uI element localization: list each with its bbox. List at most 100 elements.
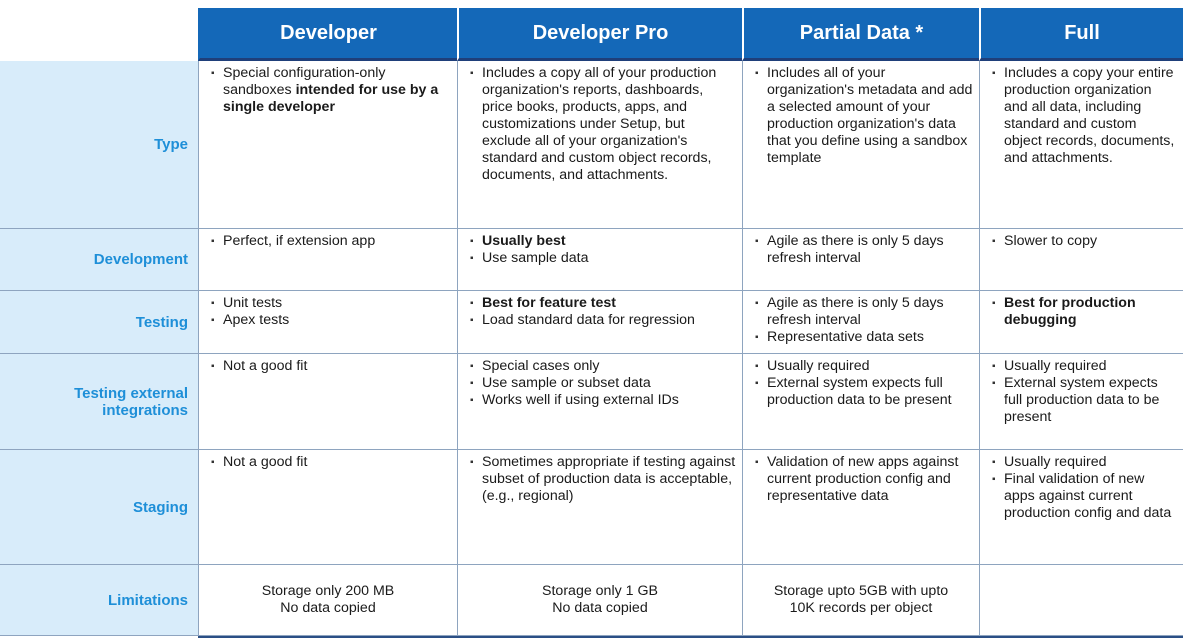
cell-testing-developer-pro: Best for feature testLoad standard data … [457,291,742,354]
limitation-line: 10K records per object [789,600,933,616]
row-label-testing: Testing [0,291,198,354]
bullet-list: Usually bestUse sample data [470,233,736,267]
cell-testing-developer: Unit testsApex tests [198,291,457,354]
bullet-item: Usually required [755,358,973,375]
bullet-list: Slower to copy [992,233,1177,250]
row-label-text: Testing external integrations [74,384,188,419]
cell-testing-external-integrations-developer-pro: Special cases onlyUse sample or subset d… [457,354,742,450]
bold-text: intended for use by a single developer [223,82,439,115]
bullet-list: Agile as there is only 5 days refresh in… [755,233,973,267]
cell-testing-full: Best for production debugging [979,291,1183,354]
bullet-list: Perfect, if extension app [211,233,451,250]
cell-limitations-partial-data: Storage upto 5GB with upto 10K records pe… [742,565,979,636]
cell-limitations-full [979,565,1183,636]
row-label-testing-external-integrations: Testing external integrations [0,354,198,450]
bullet-item: Agile as there is only 5 days refresh in… [755,233,973,267]
row-label-text: Testing [135,313,188,331]
bullet-item: Special configuration-only sandboxes int… [211,65,451,116]
bullet-text: Usually required [1004,454,1107,470]
column-header-partial-data: Partial Data * [742,8,979,61]
limitation-line: Storage only 1 GB [542,583,658,599]
bullet-text: Includes a copy your entire production o… [1004,65,1175,166]
bullet-text: Special configuration-only sandboxes [223,65,386,98]
bullet-list: Includes a copy all of your production o… [470,65,736,184]
bullet-item: Usually best [470,233,736,250]
cell-development-full: Slower to copy [979,229,1183,291]
cell-staging-developer: Not a good fit [198,450,457,565]
cell-type-developer-pro: Includes a copy all of your production o… [457,61,742,229]
cell-limitations-developer: Storage only 200 MB No data copied [198,565,457,636]
cell-testing-external-integrations-full: Usually requiredExternal system expects … [979,354,1183,450]
bullet-item: Final validation of new apps against cur… [992,471,1177,522]
row-label-text: Limitations [107,591,188,609]
bullet-text: Includes a copy all of your production o… [482,65,717,183]
bullet-list: Best for production debugging [992,295,1177,329]
table-corner [0,8,198,61]
column-header-developer: Developer [198,8,457,61]
cell-development-developer: Perfect, if extension app [198,229,457,291]
bullet-text: Use sample or subset data [482,375,651,391]
bullet-item: Includes a copy all of your production o… [470,65,736,184]
bullet-item: Best for feature test [470,295,736,312]
row-label-limitations: Limitations [0,565,198,636]
bullet-text: Special cases only [482,358,600,374]
bullet-text: Usually required [767,358,870,374]
bullet-list: Validation of new apps against current p… [755,454,973,505]
bullet-item: Includes a copy your entire production o… [992,65,1177,167]
cell-testing-external-integrations-partial-data: Usually requiredExternal system expects … [742,354,979,450]
bullet-list: Includes a copy your entire production o… [992,65,1177,167]
limitation-line: No data copied [552,600,648,616]
row-label-text: Type [154,136,188,153]
bullet-text: Final validation of new apps against cur… [1004,471,1172,521]
cell-staging-developer-pro: Sometimes appropriate if testing against… [457,450,742,565]
row-label-staging: Staging [0,450,198,565]
bullet-list: Agile as there is only 5 days refresh in… [755,295,973,346]
bullet-text: Slower to copy [1004,233,1098,249]
bullet-item: Use sample data [470,250,736,267]
bullet-text: Apex tests [223,312,290,328]
bullet-list: Special configuration-only sandboxes int… [211,65,451,116]
bullet-text: Works well if using external IDs [482,392,679,408]
bullet-text: Agile as there is only 5 days refresh in… [767,295,944,328]
limitation-line: Storage only 200 MB [261,583,395,599]
cell-development-partial-data: Agile as there is only 5 days refresh in… [742,229,979,291]
bullet-item: Slower to copy [992,233,1177,250]
bullet-list: Special cases onlyUse sample or subset d… [470,358,736,409]
bullet-item: Not a good fit [211,358,451,375]
bullet-item: Perfect, if extension app [211,233,451,250]
bullet-item: Special cases only [470,358,736,375]
cell-limitations-developer-pro: Storage only 1 GB No data copied [457,565,742,636]
row-label-text: Development [93,251,188,268]
row-label-text: Staging [133,498,188,516]
bullet-list: Sometimes appropriate if testing against… [470,454,736,505]
bullet-text: Representative data sets [767,329,924,345]
bullet-item: Load standard data for regression [470,312,736,329]
bullet-text: External system expects full production … [1004,375,1160,425]
bullet-text: Perfect, if extension app [223,233,376,249]
cell-testing-external-integrations-developer: Not a good fit [198,354,457,450]
bullet-item: Best for production debugging [992,295,1177,329]
bullet-list: Best for feature testLoad standard data … [470,295,736,329]
sandbox-comparison-table: Developer Developer Pro Partial Data * F… [0,8,1183,636]
bullet-item: Representative data sets [755,329,973,346]
bullet-item: Usually required [992,358,1177,375]
bullet-item: Unit tests [211,295,451,312]
bullet-text: Not a good fit [223,454,308,470]
table-bottom-rule [198,636,1183,638]
bullet-item: Not a good fit [211,454,451,471]
bullet-item: Use sample or subset data [470,375,736,392]
bullet-text: Includes all of your organization's meta… [767,65,973,166]
column-header-full: Full [979,8,1183,61]
bullet-list: Usually requiredFinal validation of new … [992,454,1177,522]
bullet-list: Includes all of your organization's meta… [755,65,973,167]
row-label-type: Type [0,61,198,229]
cell-development-developer-pro: Usually bestUse sample data [457,229,742,291]
bullet-text: Not a good fit [223,358,308,374]
bullet-text: Use sample data [482,250,589,266]
bullet-text: Load standard data for regression [482,312,695,328]
cell-type-developer: Special configuration-only sandboxes int… [198,61,457,229]
bullet-list: Not a good fit [211,358,451,375]
bullet-text: Unit tests [223,295,283,311]
bullet-list: Usually requiredExternal system expects … [755,358,973,409]
cell-type-full: Includes a copy your entire production o… [979,61,1183,229]
